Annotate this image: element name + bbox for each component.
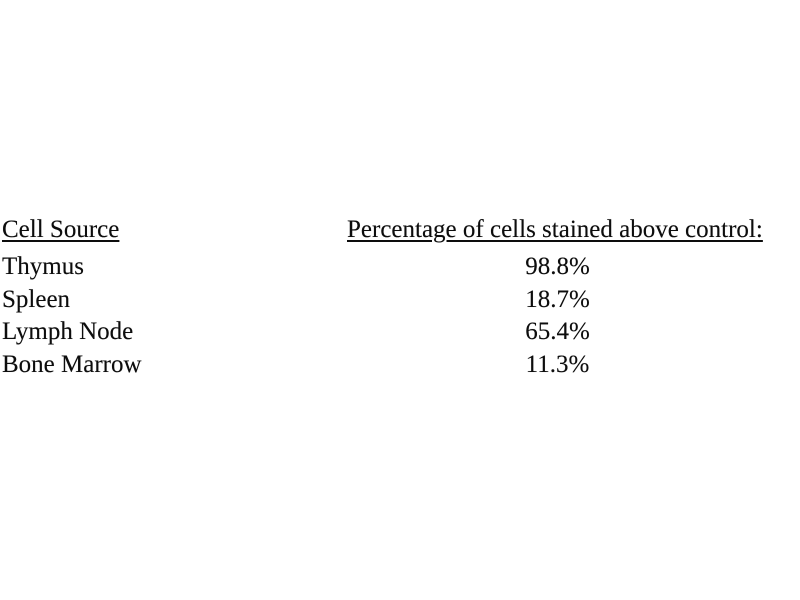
cell-percentage-value: 11.3% (525, 350, 590, 378)
column-header-cell-source: Cell Source (2, 216, 120, 243)
cell-source-label: Lymph Node (2, 318, 134, 345)
column-header-percentage-stained: Percentage of cells stained above contro… (347, 216, 763, 243)
cell-percentage-value: 98.8% (525, 253, 590, 280)
cell-percentage-value: 18.7% (525, 285, 590, 313)
cell-source-label: Bone Marrow (2, 350, 142, 378)
cell-source-label: Thymus (2, 253, 84, 280)
cell-percentage-value: 65.4% (525, 318, 590, 345)
cell-source-label: Spleen (2, 285, 71, 313)
